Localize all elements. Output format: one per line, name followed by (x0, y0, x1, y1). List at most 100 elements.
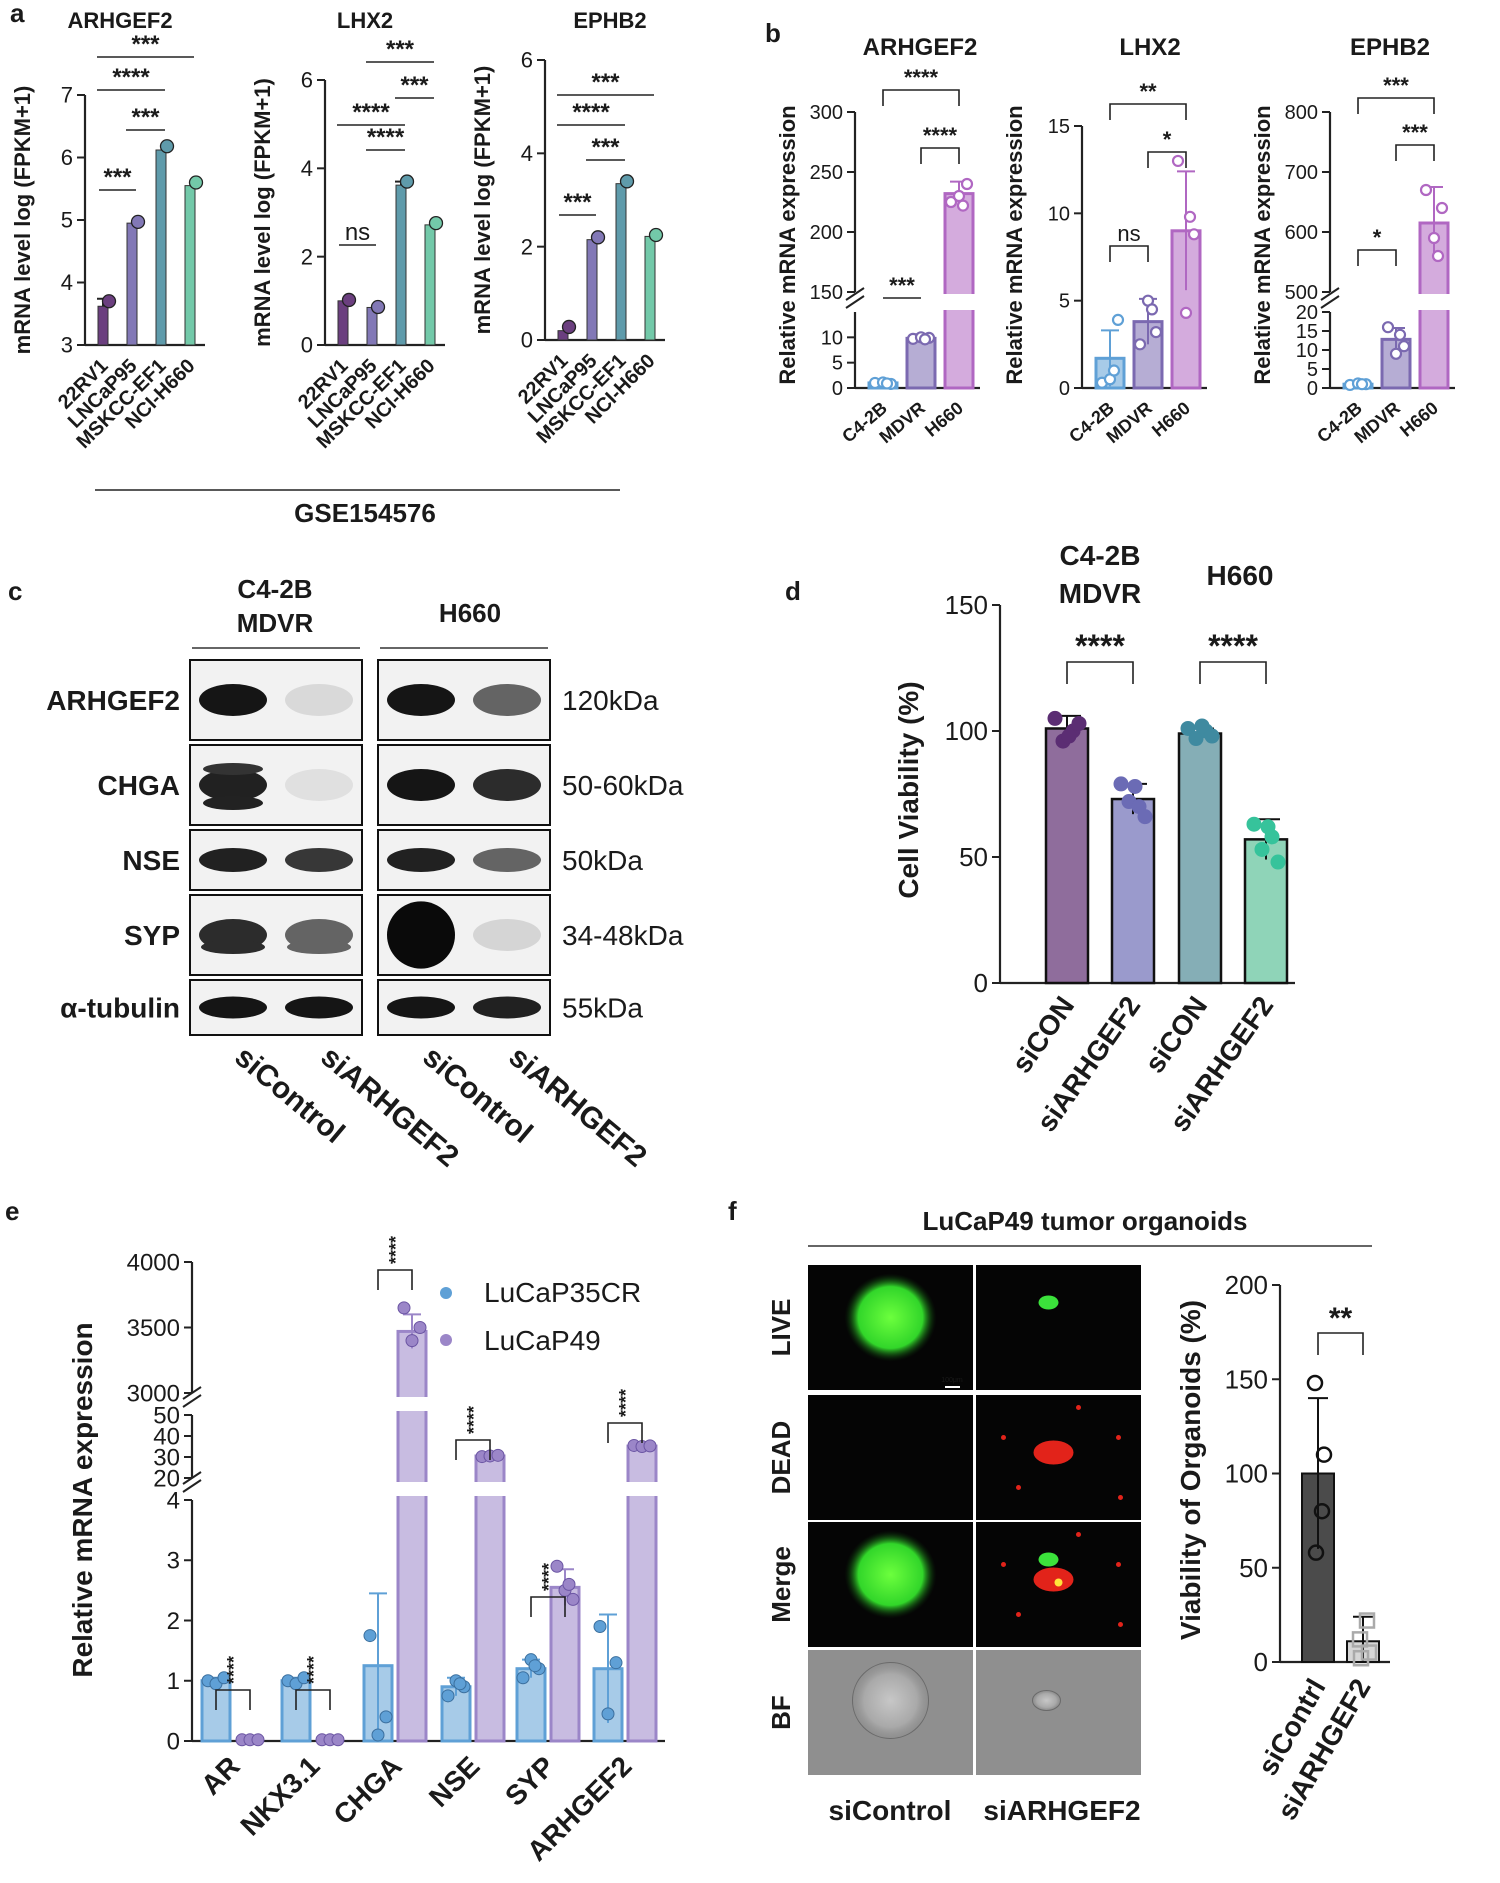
significance-bracket (377, 1269, 413, 1290)
wb-band (203, 796, 263, 810)
significance-bracket (215, 1689, 251, 1710)
y-tick-label: 500 (1285, 282, 1318, 304)
significance-bracket (455, 1439, 491, 1460)
data-point (1171, 154, 1185, 168)
significance-label: **** (386, 1236, 406, 1264)
significance-label: *** (1402, 120, 1428, 145)
y-tick-label: 6 (61, 145, 73, 170)
data-point (1187, 228, 1201, 241)
wb-band (287, 940, 351, 954)
data-point (1313, 1502, 1331, 1520)
organoid-dead-spot (1118, 1495, 1123, 1500)
data-point (1107, 364, 1121, 377)
data-point (1149, 326, 1163, 339)
data-point (601, 1707, 615, 1721)
significance-bracket (295, 1689, 331, 1710)
bar (644, 235, 656, 341)
data-point (1246, 816, 1262, 832)
data-point (619, 174, 635, 189)
significance-label: **** (572, 99, 610, 126)
data-point (944, 195, 958, 209)
bar (474, 1454, 506, 1743)
significance-label: **** (904, 65, 939, 90)
significance-label: *** (131, 104, 160, 131)
panel-label-d: d (785, 576, 801, 606)
y-tick-label: 50 (959, 842, 988, 872)
y-tick-label: 50 (1239, 1553, 1268, 1583)
data-point (1381, 321, 1395, 334)
data-point (217, 1671, 231, 1685)
y-tick-label: 5 (1307, 359, 1318, 381)
organoid-dead-spot (1076, 1405, 1081, 1410)
organoid-dead-spot (1076, 1532, 1081, 1537)
significance-label: **** (1208, 628, 1258, 664)
y-tick-label: 30 (153, 1444, 180, 1471)
organoid-dead-spot (1016, 1485, 1021, 1490)
data-point (1179, 306, 1193, 319)
wb-band (199, 769, 267, 801)
y-axis-label: Relative mRNA expression (1002, 105, 1027, 384)
organoid-merge-spot (1054, 1578, 1063, 1587)
y-tick-label: 3000 (127, 1380, 180, 1407)
significance-bracket (1395, 144, 1435, 161)
data-point (413, 1321, 427, 1334)
x-tick-label: H660 (1148, 398, 1194, 441)
significance-label: **** (464, 1406, 484, 1434)
data-point (1137, 809, 1153, 825)
organoid-row-label: Merge (766, 1546, 796, 1623)
organoid-image (976, 1650, 1141, 1775)
data-point (341, 292, 357, 308)
bar (184, 185, 196, 346)
wb-band (199, 684, 267, 716)
organoid-dead-stain (1033, 1440, 1074, 1465)
data-point (130, 214, 146, 230)
wb-group1-line2: MDVR (237, 608, 314, 638)
data-point (370, 299, 386, 315)
bar (126, 222, 138, 346)
data-point (297, 1671, 311, 1685)
data-point (428, 215, 444, 231)
y-tick-label: 300 (810, 102, 843, 124)
significance-bracket (1066, 661, 1134, 684)
significance-label: *** (1383, 73, 1409, 98)
chart-title: ARHGEF2 (67, 8, 172, 33)
significance-label: ns (345, 219, 370, 246)
data-point (1306, 1374, 1324, 1392)
data-point (1061, 728, 1077, 744)
organoid-dead-spot (1001, 1435, 1006, 1440)
organoid-image-grid: LuCaP49 tumor organoids LIVE DEAD Merge BF 1… (766, 1206, 1372, 1826)
wb-size-label: 50kDa (562, 845, 643, 876)
legend-marker (440, 1287, 452, 1299)
y-tick-label: 0 (167, 1728, 180, 1755)
data-point (1204, 728, 1220, 744)
significance-label: ** (1139, 79, 1157, 104)
gse-label: GSE154576 (294, 498, 436, 528)
organoid-dead-spot (1016, 1612, 1021, 1617)
bar (1044, 727, 1090, 985)
wb-band (387, 684, 455, 716)
bar (337, 300, 349, 346)
bar-break-gap (395, 1397, 429, 1411)
bar-break-gap (395, 1482, 429, 1496)
data-point (593, 1620, 607, 1634)
data-point (528, 1659, 542, 1673)
y-tick-label: 5 (832, 353, 843, 375)
y-tick-label: 10 (1296, 340, 1318, 362)
data-point (1435, 201, 1449, 215)
organoid-live-stain (844, 1530, 937, 1619)
axis-break-mark (1320, 287, 1340, 301)
y-tick-label: 4 (521, 141, 533, 166)
organoid-dead-spot (1116, 1562, 1121, 1567)
chart-f-organoid-viability: 0 50 100 150 200 Viability of Organoids (%) **… (1175, 1270, 1390, 1825)
y-tick-label: 700 (1285, 162, 1318, 184)
legend-label: LuCaP35CR (484, 1277, 641, 1308)
data-point (441, 1689, 455, 1703)
y-tick-label: 3500 (127, 1315, 180, 1342)
wb-size-label: 34-48kDa (562, 920, 684, 951)
data-point (562, 1577, 576, 1591)
panel-label-b: b (765, 18, 781, 48)
y-tick-label: 3 (167, 1548, 180, 1575)
y-axis-label: mRNA level log (FPKM+1) (470, 66, 495, 335)
data-point (1427, 231, 1441, 245)
